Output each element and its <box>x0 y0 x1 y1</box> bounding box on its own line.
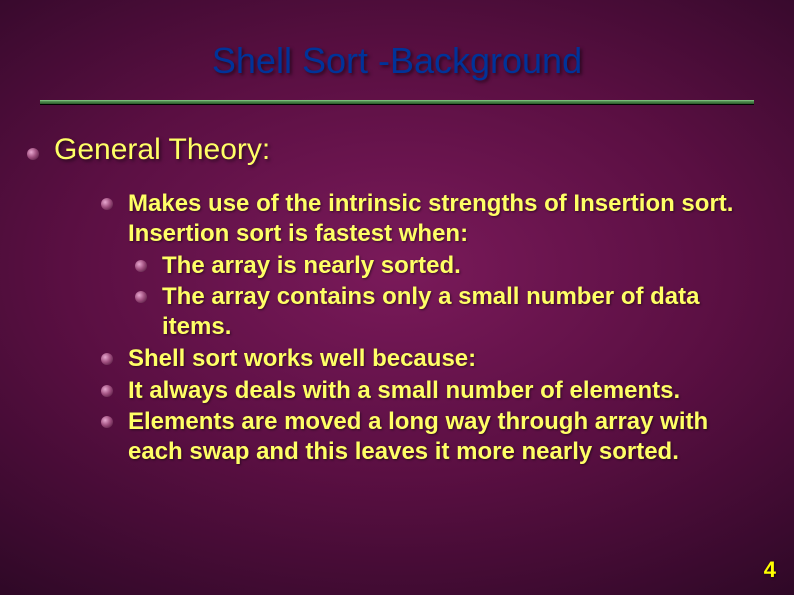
bullet-icon <box>100 415 114 429</box>
list-item-text: It always deals with a small number of e… <box>128 377 680 404</box>
bullet-icon <box>26 147 40 161</box>
bullet-icon <box>100 384 114 398</box>
list-item-text: Elements are moved a long way through ar… <box>128 408 708 465</box>
title-separator <box>40 100 754 105</box>
list-item: It always deals with a small number of e… <box>100 376 754 406</box>
list-item-text: The array contains only a small number o… <box>162 283 699 340</box>
slide-subtitle: General Theory: <box>54 133 794 167</box>
list-item: Makes use of the intrinsic strengths of … <box>100 189 754 249</box>
bullet-icon <box>134 290 148 304</box>
list-item-text: The array is nearly sorted. <box>162 252 461 279</box>
slide-title: Shell Sort -Background <box>0 0 794 100</box>
bullet-icon <box>134 259 148 273</box>
list-item-text: Shell sort works well because: <box>128 345 476 372</box>
list-item-text: Makes use of the intrinsic strengths of … <box>128 190 733 247</box>
slide-subtitle-text: General Theory: <box>54 133 270 166</box>
list-item: The array contains only a small number o… <box>100 282 754 342</box>
list-item: Shell sort works well because: <box>100 344 754 374</box>
bullet-icon <box>100 352 114 366</box>
body-content: Makes use of the intrinsic strengths of … <box>100 189 754 467</box>
bullet-icon <box>100 197 114 211</box>
page-number: 4 <box>764 557 776 583</box>
list-item: Elements are moved a long way through ar… <box>100 407 754 467</box>
list-item: The array is nearly sorted. <box>100 251 754 281</box>
